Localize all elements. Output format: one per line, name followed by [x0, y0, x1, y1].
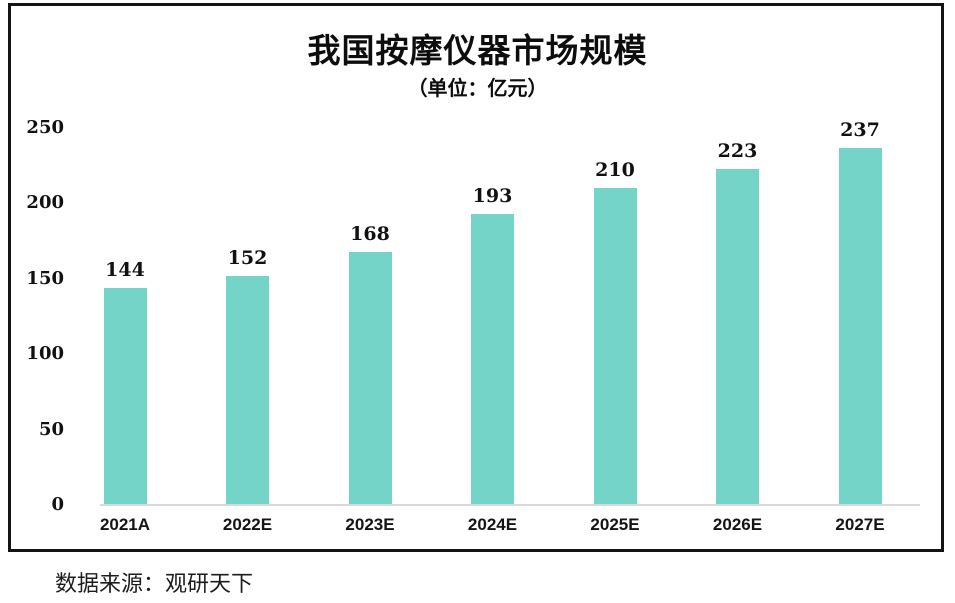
- data-source-note: 数据来源：观研天下: [55, 571, 254, 596]
- chart-subtitle: （单位：亿元）: [407, 78, 548, 100]
- bar: [226, 275, 269, 505]
- x-axis-label: 2026E: [712, 515, 763, 534]
- bar-value-label: 168: [350, 222, 390, 245]
- bar-value-label: 193: [472, 184, 513, 207]
- x-axis-label: 2021A: [99, 515, 151, 534]
- x-axis-label: 2022E: [222, 515, 273, 534]
- bar-value-label: 237: [840, 118, 880, 141]
- x-axis-label: 2027E: [835, 515, 885, 534]
- x-axis-label: 2025E: [590, 515, 640, 534]
- bar-value-label: 144: [105, 258, 145, 281]
- bar-value-label: 152: [227, 246, 268, 269]
- bar-value-label: 210: [595, 159, 635, 182]
- bar: [838, 147, 882, 505]
- bar: [716, 168, 759, 505]
- bar: [348, 251, 392, 505]
- x-axis-label: 2024E: [467, 515, 518, 534]
- bar: [103, 287, 147, 505]
- y-axis-tick-label: 100: [26, 343, 64, 365]
- bar: [471, 213, 514, 505]
- y-axis-tick-label: 0: [51, 494, 64, 515]
- chart-title: 我国按摩仪器市场规模: [307, 32, 648, 69]
- x-axis-line: [100, 504, 920, 506]
- y-axis-tick-label: 200: [26, 192, 64, 214]
- bar-value-label: 223: [717, 139, 758, 162]
- y-axis-tick-label: 50: [38, 418, 64, 440]
- y-axis-tick-label: 150: [26, 267, 64, 289]
- y-axis-tick-label: 250: [26, 117, 64, 138]
- bar: [593, 188, 637, 505]
- x-axis-label: 2023E: [345, 515, 395, 534]
